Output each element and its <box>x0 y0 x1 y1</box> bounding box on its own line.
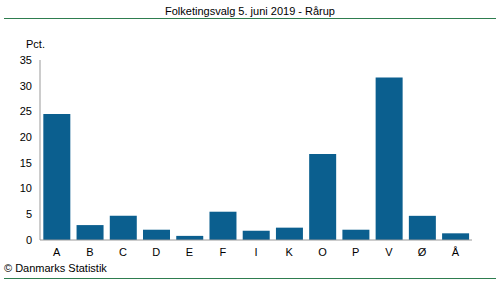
svg-text:15: 15 <box>20 157 32 169</box>
svg-text:E: E <box>186 246 193 258</box>
svg-text:D: D <box>152 246 160 258</box>
svg-text:25: 25 <box>20 105 32 117</box>
svg-text:V: V <box>385 246 393 258</box>
svg-text:0: 0 <box>26 234 32 246</box>
svg-text:P: P <box>352 246 359 258</box>
svg-text:B: B <box>86 246 93 258</box>
svg-text:Ø: Ø <box>418 246 427 258</box>
svg-text:5: 5 <box>26 208 32 220</box>
svg-text:A: A <box>53 246 61 258</box>
html-text:Pct.: Pct. <box>26 38 45 50</box>
svg-text:I: I <box>254 246 257 258</box>
svg-text:30: 30 <box>20 80 32 92</box>
svg-text:Å: Å <box>452 246 460 258</box>
html-text:Folketingsvalg 5. juni 2019 -: Folketingsvalg 5. juni 2019 - Rårup <box>165 5 335 17</box>
svg-text:K: K <box>286 246 294 258</box>
svg-text:F: F <box>219 246 226 258</box>
svg-text:10: 10 <box>20 182 32 194</box>
html-text:© Danmarks Statistik: © Danmarks Statistik <box>4 262 107 274</box>
svg-text:O: O <box>318 246 327 258</box>
svg-text:C: C <box>119 246 127 258</box>
svg-text:20: 20 <box>20 131 32 143</box>
svg-text:35: 35 <box>20 54 32 66</box>
